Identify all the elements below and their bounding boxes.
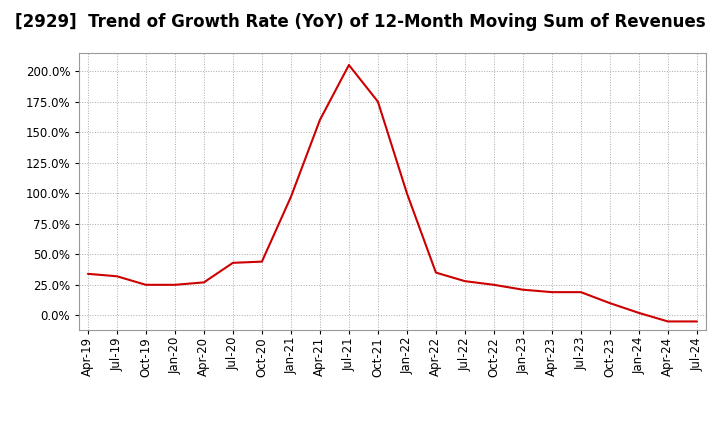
Text: [2929]  Trend of Growth Rate (YoY) of 12-Month Moving Sum of Revenues: [2929] Trend of Growth Rate (YoY) of 12-… — [14, 13, 706, 31]
